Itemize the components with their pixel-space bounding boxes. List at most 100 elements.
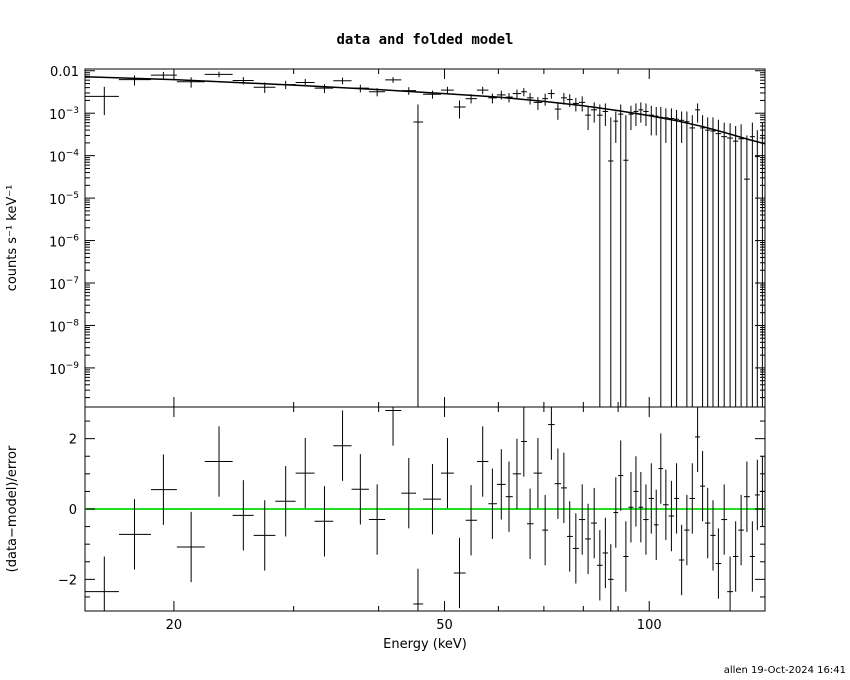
residual-point [521,407,527,477]
y-tick-label: 10−5 [49,191,79,208]
residual-point [496,449,506,520]
spectrum-point [368,88,386,97]
y-tick-label: 10−7 [49,276,79,293]
residual-point [578,484,586,555]
residual-point [628,472,634,543]
residual-point [542,494,549,566]
spectrum-frame [84,68,766,408]
y-tick-label: 0.01 [50,65,79,80]
spectrum-point [628,105,634,131]
spectrum-point [689,115,696,407]
y-tick-label: 10−4 [49,149,79,166]
residual-point [423,463,441,535]
residual-point [727,556,733,611]
residual-point [585,503,591,575]
residual-point [488,468,497,539]
residual-point [385,407,402,446]
spectrum-point [440,86,454,95]
residual-point [623,521,629,592]
residual-point [597,530,603,601]
spectrum-point [663,108,669,143]
spectrum-point [533,97,543,110]
residuals-axes: 2 0 −2 [58,420,765,598]
spectrum-point [710,117,716,407]
spectrum-point [721,122,728,407]
residuals-y-axis-label: (data−model)/error [5,445,20,572]
spectrum-point [118,75,151,86]
spectrum-point [295,78,315,87]
spectrum-point [678,111,685,143]
spectrum-point [738,124,744,407]
spectrum-point [597,104,603,407]
spectrum-point [505,92,513,103]
residuals-data-points [85,407,765,611]
residual-point [275,466,296,537]
spectrum-point [488,93,497,104]
x-tick-label: 50 [436,618,453,633]
residuals-panel: 20−2 20 50 100 (data−model)/error [5,69,766,633]
residual-point [118,499,151,570]
residual-point [705,487,711,559]
x-axis-ticks: 20 50 100 [166,69,662,633]
spectrum-point [413,104,424,407]
spectrum-point [465,94,477,104]
spectrum-point [705,117,711,407]
spectrum-point [232,77,254,85]
spectrum-point [618,104,624,407]
residual-point [689,463,696,534]
spectrum-point [759,122,765,407]
residual-point [590,487,598,559]
residual-point [633,456,639,527]
spectrum-point [275,80,296,90]
spectrum-point [521,88,527,97]
residual-point [413,568,424,611]
spectrum-point [623,115,629,407]
residual-point [561,452,568,524]
spectrum-point [633,103,639,126]
residual-point [440,437,454,509]
residual-point [314,486,334,557]
residual-point [653,489,659,560]
residual-point [567,501,573,572]
spectrum-point [333,77,352,85]
spectrum-point [253,82,276,93]
spectrum-point [700,115,706,407]
spectrum-point [476,86,489,95]
residual-point [743,461,750,532]
residual-point [253,500,276,571]
residual-point [715,528,722,599]
spectrum-point [648,105,654,136]
residual-point [638,472,644,543]
spectrum-axes: 0.01 10−3 10−4 10−5 10−6 10−7 10−8 10−9 [49,65,765,399]
spectrum-point [567,94,573,108]
spectrum-point [561,92,568,105]
residual-point [453,537,466,609]
residual-point [505,461,513,532]
residual-point [700,450,706,522]
residual-point [663,469,669,540]
spectrum-panel: 0.01 10−3 10−4 10−5 10−6 10−7 10−8 10−9 counts … [5,65,766,408]
spectrum-point [385,77,402,83]
residual-point [754,459,760,531]
residual-point [351,454,369,525]
residual-point [512,438,522,509]
spectrum-point [204,71,233,78]
residual-point [401,458,417,529]
residual-point [678,524,685,596]
spectrum-point [613,111,619,143]
residual-point [554,448,562,519]
residual-point [608,544,614,611]
residual-point [572,513,579,584]
spectrum-point [732,125,739,407]
spectrum-point [608,117,614,407]
spectrum-point [578,96,586,112]
spectrum-point [453,100,466,119]
residual-point [648,463,654,534]
residual-point [684,494,690,566]
spectrum-point [684,111,690,407]
residual-point [613,477,619,548]
spectrum-point [727,123,733,407]
residual-point [710,500,716,571]
residual-point [643,484,649,555]
